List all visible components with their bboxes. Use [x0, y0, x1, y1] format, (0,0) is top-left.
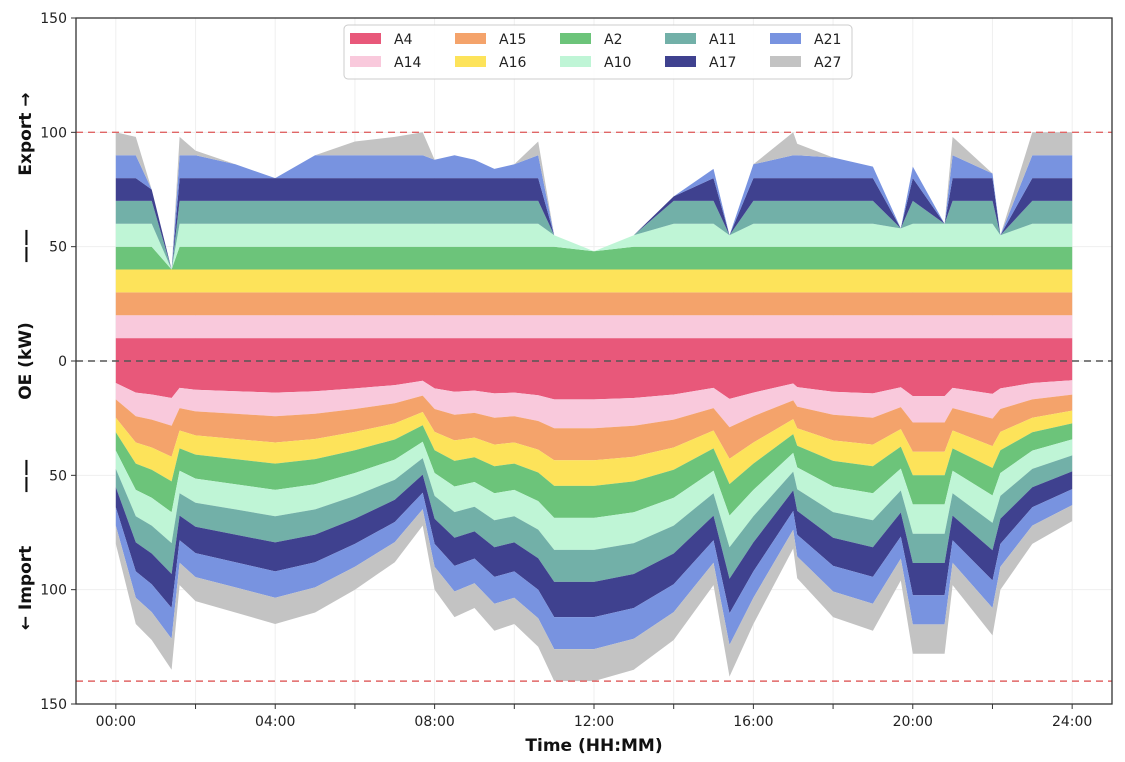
y-axis-title: ← Import —— OE (kW) —— Export → — [16, 92, 36, 630]
x-tick-label: 04:00 — [255, 714, 295, 730]
axis-titles: Time (HH:MM) ← Import —— OE (kW) —— Expo… — [16, 92, 663, 756]
legend-label-A4: A4 — [394, 32, 413, 48]
legend-swatch-A4 — [350, 33, 381, 44]
y-title-import: ← Import — [16, 546, 36, 631]
area-export-A21 — [115, 155, 1073, 270]
legend: A4 A14 A15 A16 A2 A10 A11 A17 A21 A27 — [343, 24, 853, 80]
area-import-A21 — [115, 489, 1073, 650]
legend-swatch-A15 — [455, 33, 486, 44]
legend-label-A27: A27 — [814, 55, 841, 71]
area-export-A15 — [115, 292, 1073, 316]
tick-layer: 00:00 04:00 08:00 12:00 16:00 20:00 24:00 150 10… — [40, 11, 1092, 730]
y-title-center: OE (kW) — [16, 322, 36, 400]
area-export-A11 — [115, 200, 1073, 270]
area-import-A17 — [115, 471, 1073, 618]
y-tick-label: 50 — [49, 468, 67, 484]
area-export-A16 — [115, 269, 1073, 293]
area-import-A10 — [115, 439, 1073, 550]
legend-label-A14: A14 — [394, 55, 421, 71]
area-import-A16 — [115, 410, 1073, 486]
reference-line-layer — [76, 131, 1112, 682]
legend-swatch-A14 — [350, 56, 381, 67]
legend-swatch-A11 — [665, 33, 696, 44]
x-tick-label: 00:00 — [96, 714, 136, 730]
legend-swatch-A21 — [770, 33, 801, 44]
legend-label-A17: A17 — [709, 55, 736, 71]
area-import-A14 — [115, 380, 1073, 429]
y-title-separator-2: —— — [16, 229, 36, 263]
legend-label-A10: A10 — [604, 55, 631, 71]
area-export-A2 — [115, 246, 1073, 270]
area-export-A10 — [115, 223, 1073, 270]
x-tick-label: 12:00 — [574, 714, 614, 730]
x-tick-label: 08:00 — [414, 714, 454, 730]
legend-swatch-A17 — [665, 56, 696, 67]
area-export-A14 — [115, 315, 1073, 339]
legend-label-A21: A21 — [814, 32, 841, 48]
area-export-A4 — [115, 338, 1073, 361]
area-export-A17 — [115, 178, 1073, 270]
x-tick-label: 16:00 — [733, 714, 773, 730]
area-import-A15 — [115, 394, 1073, 461]
y-tick-label: 0 — [58, 354, 67, 370]
legend-label-A11: A11 — [709, 32, 736, 48]
y-tick-label: 50 — [49, 240, 67, 256]
x-tick-label: 20:00 — [893, 714, 933, 730]
legend-swatch-A16 — [455, 56, 486, 67]
y-tick-label: 100 — [40, 125, 67, 141]
y-tick-label: 100 — [40, 583, 67, 599]
legend-label-A15: A15 — [499, 32, 526, 48]
stacked-area-layer — [115, 132, 1073, 682]
legend-label-A2: A2 — [604, 32, 622, 48]
area-import-A27 — [115, 505, 1073, 682]
x-tick-label: 24:00 — [1052, 714, 1092, 730]
y-title-export: Export → — [16, 92, 36, 175]
legend-swatch-A10 — [560, 56, 591, 67]
y-tick-label: 150 — [40, 697, 67, 713]
area-import-A4 — [115, 361, 1073, 400]
legend-label-A16: A16 — [499, 55, 526, 71]
y-tick-label: 150 — [40, 11, 67, 27]
area-import-A11 — [115, 455, 1073, 582]
area-import-A2 — [115, 423, 1073, 518]
y-title-separator-1: —— — [16, 459, 36, 493]
legend-swatch-A27 — [770, 56, 801, 67]
x-axis-title: Time (HH:MM) — [525, 736, 662, 756]
legend-swatch-A2 — [560, 33, 591, 44]
